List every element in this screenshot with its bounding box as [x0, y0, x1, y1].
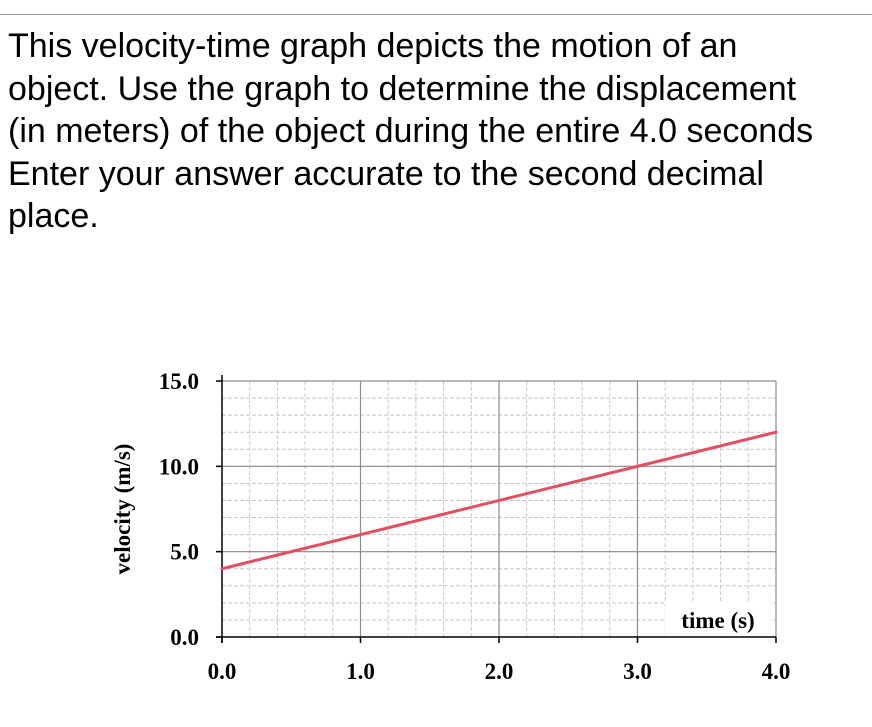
top-divider — [0, 14, 872, 15]
question-line: Enter your answer accurate to the second… — [8, 154, 764, 193]
question-line: place. — [8, 197, 99, 235]
axes — [216, 375, 777, 643]
question-line: This velocity-time graph depicts the mot… — [8, 27, 738, 65]
y-axis-label: velocity (m/s) — [110, 444, 135, 575]
x-tick-label: 0.0 — [208, 659, 237, 684]
y-tick-label: 10.0 — [159, 454, 199, 479]
question-line: (in meters) of the object during the ent… — [8, 112, 814, 150]
tick-labels: 0.0 5.0 10.0 15.0 0.0 1.0 2.0 3.0 4.0 — [159, 369, 791, 684]
x-tick-label: 4.0 — [762, 659, 791, 684]
major-grid — [222, 380, 777, 637]
x-axis-label: time (s) — [681, 608, 754, 633]
x-tick-label: 1.0 — [346, 659, 375, 684]
x-tick-label: 2.0 — [485, 659, 514, 684]
question-text: This velocity-time graph depicts the mot… — [8, 25, 872, 238]
y-tick-label: 5.0 — [170, 540, 199, 565]
x-tick-label: 3.0 — [623, 659, 652, 684]
y-tick-label: 15.0 — [159, 369, 199, 394]
y-tick-label: 0.0 — [170, 625, 199, 650]
velocity-line — [220, 430, 778, 571]
x-axis-label-box — [665, 602, 771, 636]
series-layer — [220, 430, 778, 571]
question-line: object. Use the graph to determine the d… — [8, 69, 797, 108]
